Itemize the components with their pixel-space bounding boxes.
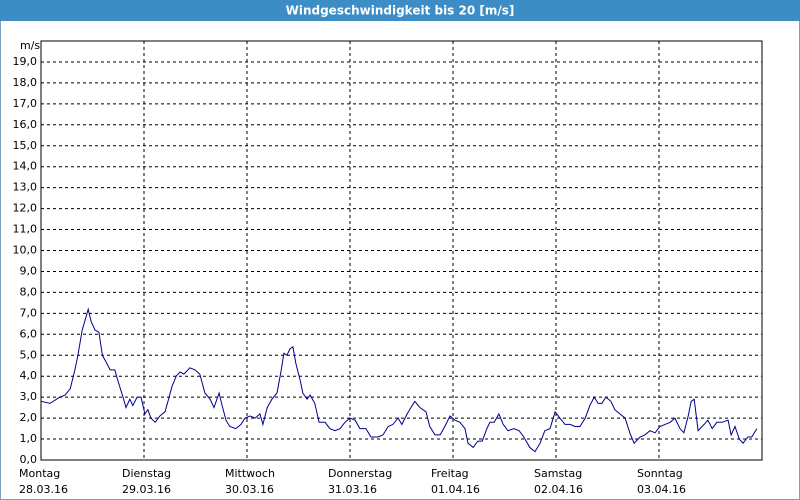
x-tick-label: 29.03.16 bbox=[122, 483, 171, 496]
x-tick-label: 03.04.16 bbox=[637, 483, 686, 496]
y-tick-label: 16,0 bbox=[13, 118, 38, 131]
y-tick-label: 13,0 bbox=[13, 181, 38, 194]
data-line bbox=[40, 307, 758, 453]
x-tick-label: Samstag bbox=[534, 467, 582, 480]
title-bar bbox=[0, 0, 800, 21]
x-tick-label: 01.04.16 bbox=[431, 483, 480, 496]
y-tick-label: 0,0 bbox=[20, 453, 38, 466]
y-tick-label: 3,0 bbox=[20, 390, 38, 403]
y-tick-label: 2,0 bbox=[20, 411, 38, 424]
y-tick-label: 8,0 bbox=[20, 285, 38, 298]
x-tick-label: 31.03.16 bbox=[328, 483, 377, 496]
y-tick-label: 15,0 bbox=[13, 139, 38, 152]
y-tick-label: 17,0 bbox=[13, 97, 38, 110]
x-tick-label: 28.03.16 bbox=[19, 483, 68, 496]
chart-title: Windgeschwindigkeit bis 20 [m/s] bbox=[286, 4, 515, 18]
x-tick-label: Donnerstag bbox=[328, 467, 392, 480]
y-tick-label: 14,0 bbox=[13, 160, 38, 173]
x-tick-label: Mittwoch bbox=[225, 467, 275, 480]
y-tick-label: 19,0 bbox=[13, 55, 38, 68]
y-tick-label: 9,0 bbox=[20, 264, 38, 277]
x-tick-label: 02.04.16 bbox=[534, 483, 583, 496]
y-tick-label: 5,0 bbox=[20, 348, 38, 361]
x-tick-label: Freitag bbox=[431, 467, 469, 480]
x-tick-label: 30.03.16 bbox=[225, 483, 274, 496]
y-tick-label: 6,0 bbox=[20, 327, 38, 340]
y-tick-label: 1,0 bbox=[20, 432, 38, 445]
y-tick-label: 4,0 bbox=[20, 369, 38, 382]
y-tick-label: 7,0 bbox=[20, 306, 38, 319]
plot-border bbox=[40, 40, 763, 461]
x-tick-label: Sonntag bbox=[637, 467, 683, 480]
y-axis-label: m/s bbox=[20, 39, 40, 52]
y-tick-label: 12,0 bbox=[13, 202, 38, 215]
x-tick-label: Montag bbox=[19, 467, 60, 480]
y-tick-label: 18,0 bbox=[13, 76, 38, 89]
x-tick-label: Dienstag bbox=[122, 467, 171, 480]
y-tick-label: 11,0 bbox=[13, 223, 38, 236]
y-tick-label: 10,0 bbox=[13, 244, 38, 257]
